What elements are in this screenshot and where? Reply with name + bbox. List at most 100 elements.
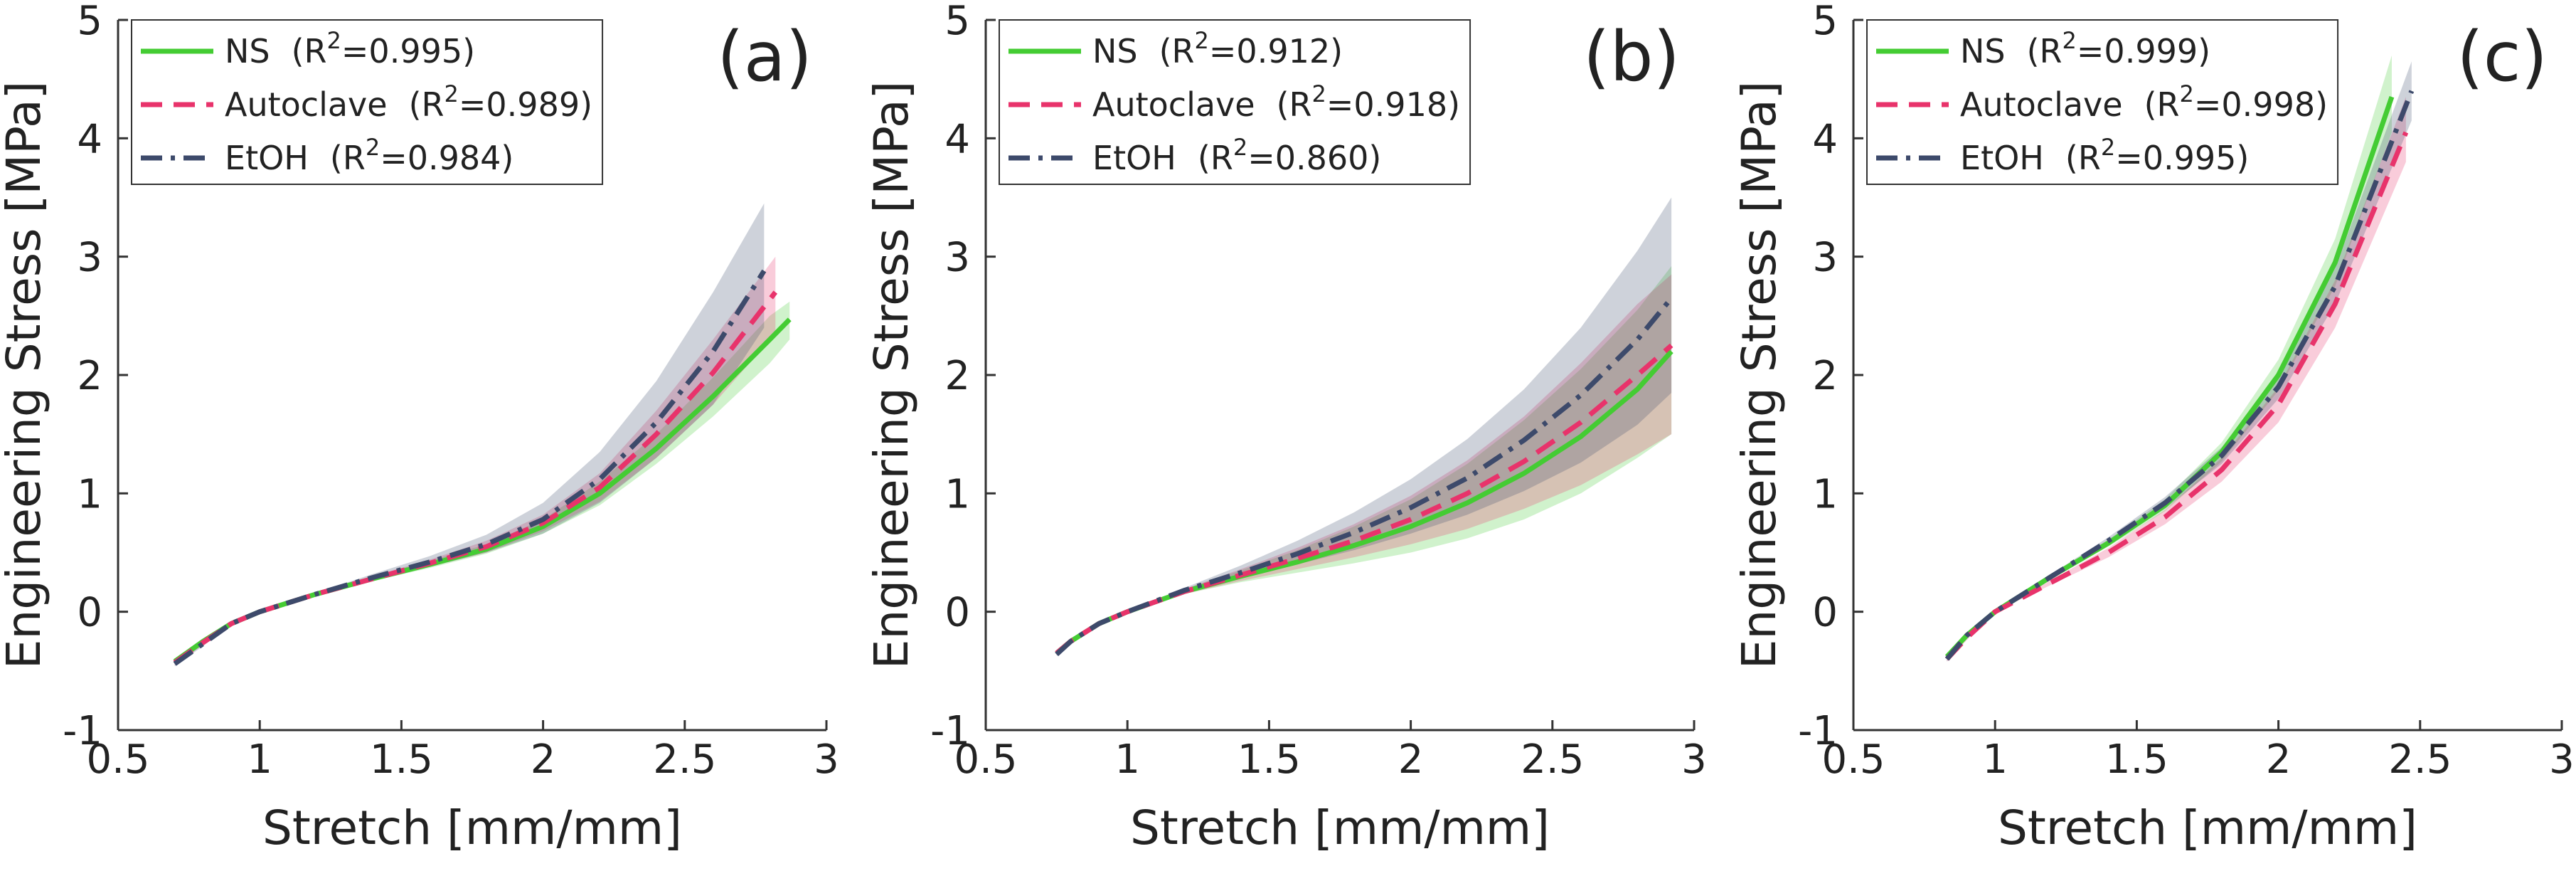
legend-label: NS (R2=0.912): [1092, 27, 1343, 70]
y-tick-label: 1: [1812, 471, 1838, 517]
panel-label: (c): [2457, 17, 2548, 97]
x-tick-label: 1.5: [1238, 737, 1301, 783]
line: [1944, 131, 2409, 661]
legend-r2-sup: 2: [2101, 134, 2115, 161]
y-tick-label: 2: [1812, 353, 1838, 399]
legend-r2-sup: 2: [327, 27, 341, 54]
band: [1056, 274, 1672, 655]
legend-r2-rest: =0.995): [2115, 139, 2249, 177]
legend-r2-base: (R: [409, 85, 445, 124]
x-tick-label: 3: [814, 737, 839, 783]
x-tick-label: 1.5: [370, 737, 433, 783]
band: [1056, 197, 1672, 656]
legend-name: EtOH: [1092, 139, 1176, 177]
x-axis-label: Stretch [mm/mm]: [1130, 801, 1550, 855]
panel-label: (a): [717, 17, 812, 97]
legend-r2-rest: =0.984): [380, 139, 513, 177]
legend-r2-rest: =0.918): [1326, 85, 1460, 124]
y-tick-label: 0: [1812, 590, 1838, 636]
legend-r2-sup: 2: [1312, 80, 1326, 107]
line: [1944, 90, 2415, 661]
y-tick-label: -1: [930, 708, 970, 754]
legend-r2-rest: =0.998): [2194, 85, 2328, 124]
x-tick-label: 2.5: [2388, 737, 2452, 783]
legend: NS (R2=0.995)Autoclave (R2=0.989)EtOH (R2=0…: [131, 19, 604, 185]
x-tick-label: 1: [247, 737, 272, 783]
x-tick-label: 1.5: [2105, 737, 2168, 783]
x-tick-label: 0.5: [86, 737, 149, 783]
legend-r2-rest: =0.860): [1247, 139, 1381, 177]
line: [1055, 296, 1673, 657]
legend-label: EtOH (R2=0.860): [1092, 134, 1381, 177]
y-tick-label: 5: [77, 0, 102, 44]
legend-r2-sup: 2: [1195, 27, 1209, 54]
x-axis-label: Stretch [mm/mm]: [262, 801, 682, 855]
y-axis-label: Engineering Stress [MPa]: [0, 81, 51, 670]
y-tick-label: 2: [77, 353, 102, 399]
legend-r2-sup: 2: [2180, 80, 2194, 107]
y-tick-label: 5: [1812, 0, 1838, 44]
y-tick-label: 3: [1812, 235, 1838, 281]
legend-label: EtOH (R2=0.984): [225, 134, 513, 177]
line: [1055, 343, 1673, 655]
panel-label: (b): [1583, 17, 1680, 97]
legend-r2-base: (R: [2027, 32, 2063, 70]
y-tick-label: 2: [944, 353, 970, 399]
x-tick-label: 2: [531, 737, 556, 783]
x-tick-label: 3: [2549, 737, 2575, 783]
legend-label: EtOH (R2=0.995): [1960, 134, 2249, 177]
legend-r2-rest: =0.989): [459, 85, 592, 124]
x-tick-label: 1: [1114, 737, 1140, 783]
y-tick-label: 3: [77, 235, 102, 281]
legend-r2-sup: 2: [445, 80, 459, 107]
line: [173, 269, 767, 666]
y-axis-label: Engineering Stress [MPa]: [864, 81, 919, 670]
x-axis-label: Stretch [mm/mm]: [1998, 801, 2417, 855]
y-tick-label: 4: [77, 116, 102, 162]
legend-name: NS: [225, 32, 270, 70]
legend-name: Autoclave: [1960, 85, 2123, 124]
y-tick-label: -1: [1798, 708, 1838, 754]
legend-label: Autoclave (R2=0.998): [1960, 80, 2328, 124]
y-tick-label: 4: [944, 116, 970, 162]
y-tick-label: 5: [944, 0, 970, 44]
y-tick-label: 1: [944, 471, 970, 517]
x-tick-label: 2: [1398, 737, 1424, 783]
legend-label: NS (R2=0.999): [1960, 27, 2210, 70]
legend-label: Autoclave (R2=0.918): [1092, 80, 1460, 124]
band: [174, 256, 776, 665]
legend-r2-base: (R: [292, 32, 327, 70]
x-tick-label: 2: [2266, 737, 2292, 783]
legend-r2-base: (R: [2144, 85, 2180, 124]
legend-r2-rest: =0.912): [1209, 32, 1343, 70]
legend-r2-base: (R: [330, 139, 366, 177]
x-tick-label: 0.5: [954, 737, 1017, 783]
legend-label: NS (R2=0.995): [225, 27, 475, 70]
band: [174, 203, 765, 667]
y-tick-label: 1: [77, 471, 102, 517]
legend: NS (R2=0.999)Autoclave (R2=0.998)EtOH (R2=0…: [1866, 19, 2339, 185]
legend-name: Autoclave: [1092, 85, 1255, 124]
legend-r2-sup: 2: [1233, 134, 1247, 161]
legend: NS (R2=0.912)Autoclave (R2=0.918)EtOH (R2=0…: [999, 19, 1471, 185]
x-tick-label: 3: [1681, 737, 1707, 783]
legend-r2-base: (R: [2065, 139, 2101, 177]
x-tick-label: 1: [1982, 737, 2008, 783]
x-tick-label: 2.5: [1521, 737, 1584, 783]
legend-r2-sup: 2: [2063, 27, 2077, 54]
legend-name: Autoclave: [225, 85, 388, 124]
legend-name: NS: [1960, 32, 2006, 70]
legend-r2-base: (R: [1198, 139, 1233, 177]
y-axis-label: Engineering Stress [MPa]: [1732, 81, 1787, 670]
legend-r2-base: (R: [1159, 32, 1195, 70]
legend-label: Autoclave (R2=0.989): [225, 80, 592, 124]
legend-name: EtOH: [1960, 139, 2044, 177]
legend-r2-sup: 2: [366, 134, 380, 161]
y-tick-label: -1: [63, 708, 102, 754]
y-tick-label: 3: [944, 235, 970, 281]
x-tick-label: 2.5: [653, 737, 716, 783]
legend-r2-rest: =0.999): [2077, 32, 2210, 70]
legend-r2-base: (R: [1277, 85, 1312, 124]
legend-r2-rest: =0.995): [341, 32, 475, 70]
y-tick-label: 0: [944, 590, 970, 636]
